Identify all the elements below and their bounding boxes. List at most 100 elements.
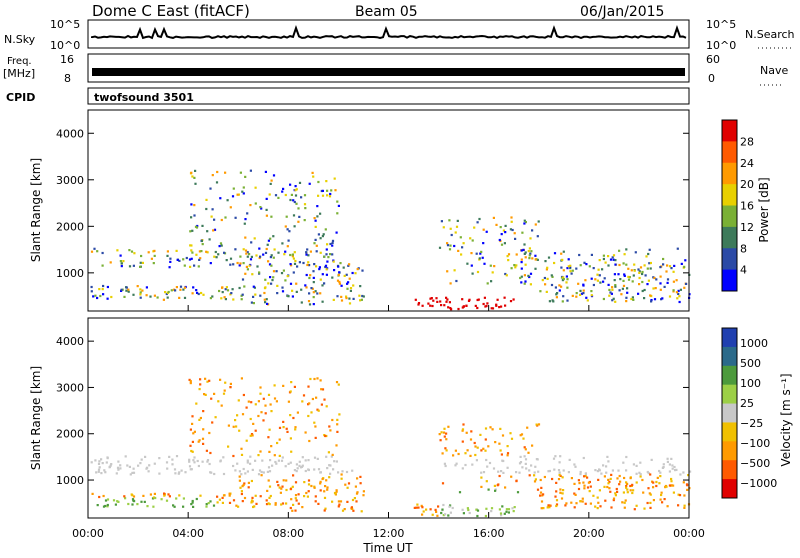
echo-cell xyxy=(604,261,607,264)
echo-cell xyxy=(467,508,470,512)
echo-cell xyxy=(283,253,286,256)
echo-cell xyxy=(445,432,448,435)
echo-cell xyxy=(268,496,271,499)
echo-cell xyxy=(480,476,483,479)
echo-cell xyxy=(249,204,252,207)
echo-cell xyxy=(270,445,273,448)
echo-cell xyxy=(246,470,249,473)
echo-cell xyxy=(524,448,527,451)
echo-cell xyxy=(282,187,285,190)
echo-cell xyxy=(120,288,123,291)
echo-cell xyxy=(110,295,113,299)
echo-cell xyxy=(295,470,298,473)
echo-cell xyxy=(555,481,558,484)
echo-cell xyxy=(470,264,473,267)
echo-cell xyxy=(622,491,625,494)
colorbar-segment xyxy=(722,328,737,348)
echo-cell xyxy=(201,243,204,246)
echo-cell xyxy=(132,293,135,296)
echo-cell xyxy=(141,261,144,264)
echo-cell xyxy=(224,171,227,174)
echo-cell xyxy=(262,471,265,474)
echo-cell xyxy=(337,204,340,207)
echo-cell xyxy=(625,300,628,303)
echo-cell xyxy=(308,303,312,306)
echo-cell xyxy=(575,267,578,270)
echo-cell xyxy=(441,452,444,455)
echo-cell xyxy=(475,252,478,255)
echo-cell xyxy=(683,286,686,289)
echo-cell xyxy=(496,298,499,301)
echo-cell xyxy=(262,419,265,422)
echo-cell xyxy=(565,275,568,278)
echo-cell xyxy=(276,441,279,445)
echo-cell xyxy=(246,255,249,258)
echo-cell xyxy=(216,495,219,498)
echo-cell xyxy=(327,451,330,454)
echo-cell xyxy=(484,427,488,430)
echo-cell xyxy=(331,276,334,279)
echo-cell xyxy=(217,400,220,403)
echo-cell xyxy=(561,258,564,261)
echo-cell xyxy=(638,271,641,274)
echo-cell xyxy=(232,454,235,458)
echo-cell xyxy=(581,500,584,503)
echo-cell xyxy=(609,258,613,261)
echo-cell xyxy=(247,400,250,403)
echo-cell xyxy=(450,233,453,237)
echo-cell xyxy=(219,242,223,245)
echo-cell xyxy=(298,215,301,218)
echo-cell xyxy=(529,272,533,275)
echo-cell xyxy=(184,471,187,474)
echo-cell xyxy=(431,513,434,516)
echo-cell xyxy=(581,497,584,500)
echo-cell xyxy=(106,498,110,501)
echo-cell xyxy=(336,279,340,282)
echo-cell xyxy=(565,502,568,505)
echo-cell xyxy=(229,382,232,385)
echo-cell xyxy=(175,455,179,458)
echo-cell xyxy=(351,469,354,472)
echo-cell xyxy=(176,258,179,261)
echo-cell xyxy=(140,254,143,258)
echo-cell xyxy=(292,214,296,217)
echo-cell xyxy=(232,464,235,468)
echo-cell xyxy=(510,437,514,440)
echo-cell xyxy=(286,430,289,433)
colorbar-tick-label: 25 xyxy=(740,397,754,410)
echo-cell xyxy=(193,461,196,464)
echo-cell xyxy=(512,510,515,513)
echo-cell xyxy=(666,264,669,267)
echo-cell xyxy=(216,170,219,174)
echo-cell xyxy=(519,461,523,464)
power-ylabel: Slant Range [km] xyxy=(29,158,43,262)
echo-cell xyxy=(655,278,658,281)
echo-cell xyxy=(282,269,285,272)
echo-cell xyxy=(534,478,537,481)
echo-cell xyxy=(261,459,264,462)
nsky-top-tick: 10^5 xyxy=(50,18,80,31)
echo-cell xyxy=(547,470,550,473)
echo-cell xyxy=(313,456,317,459)
echo-cell xyxy=(662,263,665,266)
echo-cell xyxy=(208,431,211,435)
echo-cell xyxy=(554,286,557,289)
echo-cell xyxy=(199,494,202,497)
echo-cell xyxy=(147,251,150,254)
echo-cell xyxy=(115,472,118,475)
echo-cell xyxy=(614,494,617,497)
echo-cell xyxy=(240,453,244,456)
echo-cell xyxy=(546,277,549,280)
echo-cell xyxy=(443,435,446,438)
echo-cell xyxy=(119,254,122,257)
echo-cell xyxy=(298,460,301,463)
echo-cell xyxy=(605,471,608,474)
echo-cell xyxy=(252,422,255,425)
echo-cell xyxy=(618,289,621,292)
echo-cell xyxy=(527,274,530,277)
echo-cell xyxy=(471,272,474,275)
echo-cell xyxy=(362,494,365,497)
echo-cell xyxy=(250,499,254,502)
echo-cell xyxy=(211,174,214,177)
echo-cell xyxy=(189,382,192,385)
